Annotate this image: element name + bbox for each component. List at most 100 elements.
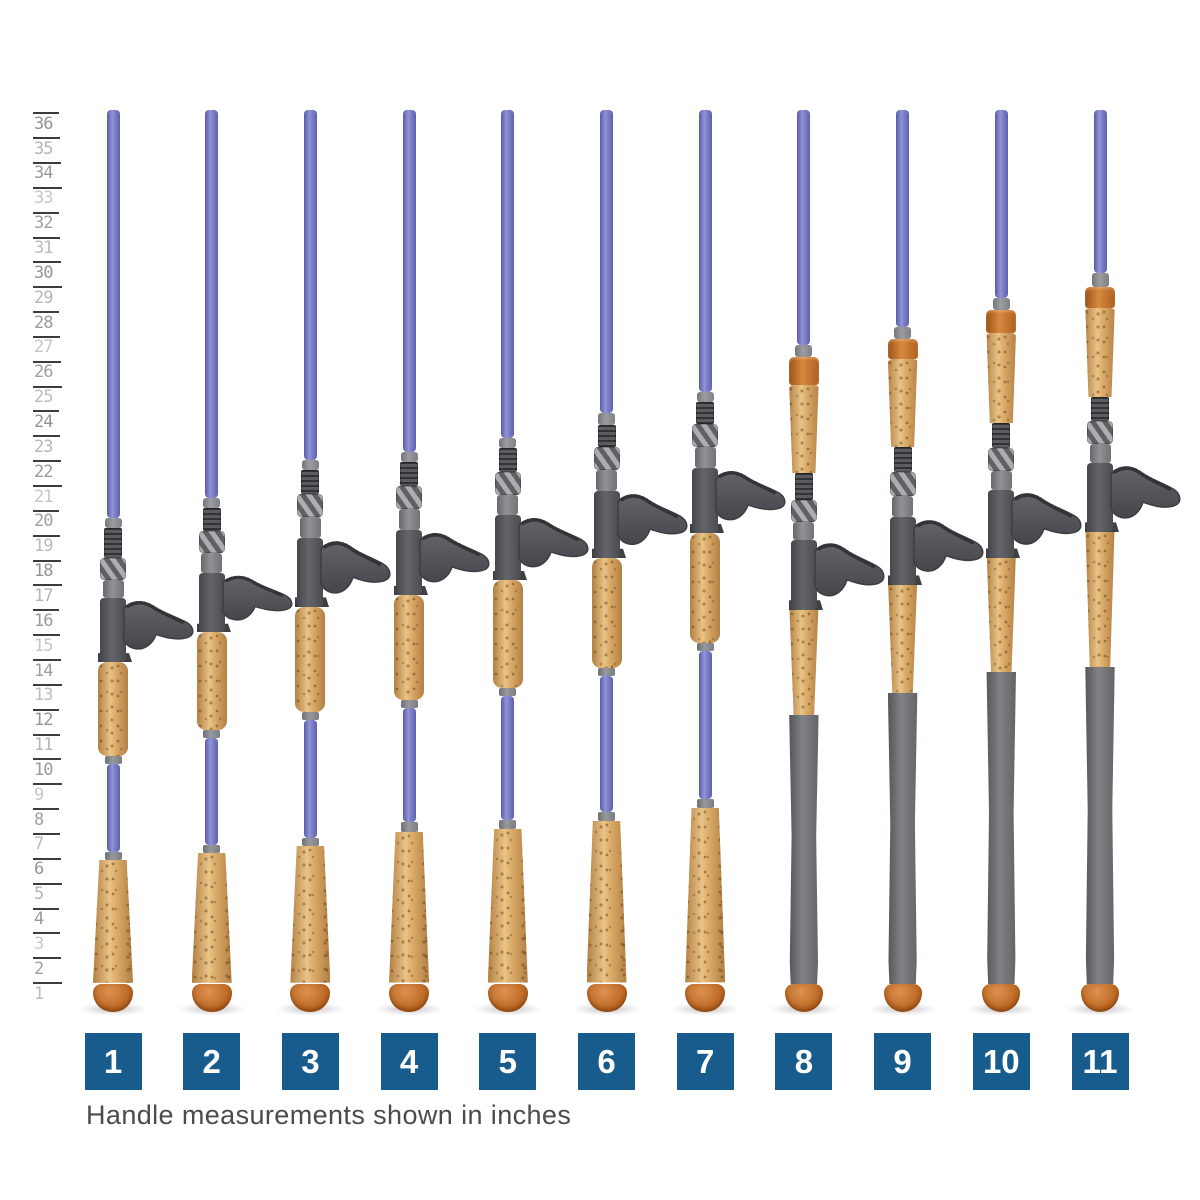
ruler-label-11: 11: [34, 735, 54, 755]
rod-9-collar: [892, 496, 914, 517]
ruler-tick-18: [33, 559, 61, 562]
ruler-tick-34: [33, 161, 61, 164]
rod-7-ring-a: [696, 643, 714, 651]
rod-1-ring-a: [104, 756, 122, 764]
rod-11-accent: [1085, 287, 1115, 308]
ruler-label-31: 31: [34, 238, 54, 258]
rod-2-hatch: [198, 531, 225, 553]
ruler-label-15: 15: [34, 635, 54, 656]
rod-5-hatch: [494, 472, 521, 495]
rod-10-hatch: [988, 448, 1015, 471]
rod-11-trigger-reel-seat: [1085, 463, 1182, 532]
rod-8-hatch: [790, 500, 817, 522]
rod-7-ring-b: [696, 799, 714, 808]
ruler-label-30: 30: [34, 262, 54, 283]
rod-4-ring-a: [400, 700, 418, 708]
rod-6-grip-upper: [591, 558, 622, 668]
rod-3-grip-upper: [295, 607, 326, 712]
rod-5-grip-upper: [492, 580, 523, 688]
rod-4-grip-lower: [389, 832, 430, 983]
rod-2-grip-upper: [196, 632, 227, 730]
rod-1-collar: [102, 580, 124, 598]
ruler-tick-2: [33, 957, 61, 960]
rod-1-hatch: [100, 558, 126, 580]
ruler-label-3: 3: [34, 933, 44, 954]
rod-9-cap: [894, 327, 912, 339]
rod-1: [53, 0, 195, 1200]
rod-1-cap: [104, 518, 122, 528]
rod-7-collar: [694, 447, 716, 468]
ruler-tick-17: [33, 584, 62, 587]
ruler-tick-36: [33, 112, 59, 115]
rod-6-threads: [597, 425, 616, 447]
rod-number-badge-8: 8: [775, 1033, 833, 1090]
rod-3-threads: [301, 470, 320, 494]
rod-3-ring-b: [301, 838, 319, 846]
ruler-tick-26: [33, 360, 61, 363]
rod-2-ring-a: [203, 730, 221, 738]
rod-5-grip-lower: [487, 829, 528, 983]
ruler-label-5: 5: [34, 884, 44, 905]
ruler-label-25: 25: [34, 387, 54, 408]
ruler-label-7: 7: [34, 834, 44, 855]
rod-2-blank-mid: [205, 738, 219, 845]
ruler-label-6: 6: [34, 859, 44, 880]
rod-4-ring-b: [400, 822, 418, 832]
rod-7-hatch: [692, 424, 719, 447]
rod-7: [645, 0, 787, 1200]
rod-9-accent: [887, 339, 918, 359]
rod-5-collar: [497, 495, 519, 515]
ruler-tick-33: [33, 186, 62, 189]
rod-4-hatch: [396, 486, 423, 509]
rod-5-cap: [499, 438, 517, 448]
ruler-label-27: 27: [34, 337, 54, 358]
ruler-tick-23: [33, 435, 60, 438]
ruler-label-35: 35: [34, 138, 54, 159]
rod-9-grip-upper: [888, 585, 917, 693]
ruler-label-33: 33: [34, 188, 54, 209]
rod-7-grip-upper: [690, 533, 721, 643]
ruler-tick-22: [33, 460, 61, 463]
rod-8-grip-upper: [789, 610, 819, 715]
rod-8-foregrip: [789, 385, 819, 473]
ruler-tick-31: [33, 236, 60, 239]
rod-2-collar: [201, 553, 223, 573]
rod-5-blank: [501, 110, 515, 438]
rod-10-blank: [994, 110, 1008, 298]
ruler-tick-32: [33, 211, 59, 214]
rod-5-ring-a: [499, 688, 517, 696]
rod-10: [941, 0, 1084, 1200]
ruler-tick-20: [33, 509, 59, 512]
ruler-label-2: 2: [34, 958, 44, 979]
rod-3-grip-lower: [290, 846, 331, 983]
rod-5-blank-mid: [501, 696, 515, 820]
ruler-label-23: 23: [34, 436, 54, 457]
rod-6-butt: [586, 984, 627, 1012]
rod-1-ring-b: [104, 852, 122, 860]
rod-7-grip-lower: [685, 808, 726, 983]
rod-6-ring-b: [598, 812, 615, 821]
rod-number-badge-3: 3: [281, 1033, 339, 1090]
ruler-tick-35: [33, 137, 60, 140]
rod-6-hatch: [593, 447, 620, 470]
ruler-label-26: 26: [34, 362, 54, 383]
rod-11-collar: [1089, 444, 1111, 463]
rod-9-hatch: [889, 472, 916, 496]
ruler-tick-1: [33, 982, 62, 984]
ruler-tick-15: [33, 634, 60, 637]
rod-3-cap: [301, 460, 319, 470]
rod-11-foregrip: [1085, 308, 1115, 397]
rod-8-accent: [788, 357, 819, 385]
rod-10-collar: [990, 471, 1012, 490]
ruler-label-17: 17: [34, 585, 54, 606]
rod-1-grip-lower: [93, 860, 133, 983]
rod-11-cap: [1091, 273, 1109, 287]
ruler-tick-13: [33, 683, 62, 686]
ruler-label-36: 36: [34, 113, 54, 134]
rod-7-threads: [696, 402, 715, 424]
ruler-label-19: 19: [34, 536, 54, 557]
ruler-label-32: 32: [34, 213, 54, 234]
rod-8-threads: [794, 473, 813, 500]
rod-8-collar: [793, 522, 815, 540]
